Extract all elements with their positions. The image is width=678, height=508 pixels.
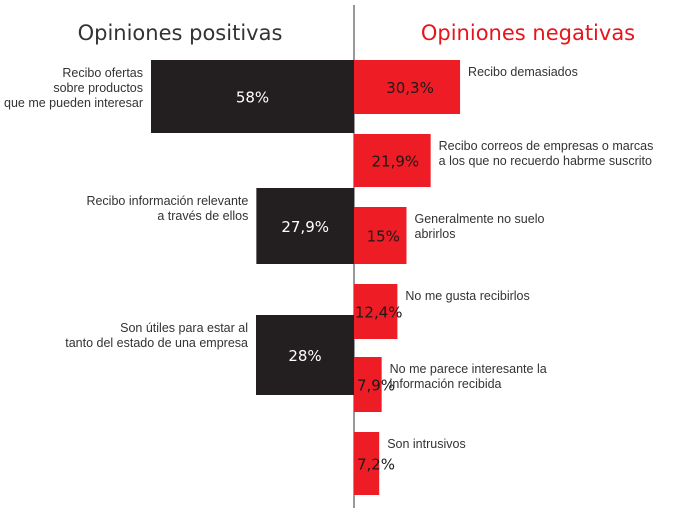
negative-bar-label: Recibo correos de empresas o marcas a los… <box>439 139 654 168</box>
negative-bar-label-line: No me parece interesante la <box>390 362 547 376</box>
positive-bar-label: Recibo ofertas sobre productos que me pued… <box>4 66 143 110</box>
negative-bar <box>354 284 398 339</box>
positive-bar-label-line: que me pueden interesar <box>4 96 143 110</box>
negative-bar-value: 12,4% <box>355 304 403 322</box>
positive-bar <box>256 315 354 395</box>
negative-bar-label-line: Son intrusivos <box>387 437 466 451</box>
negative-bar <box>354 432 380 495</box>
positive-bar-label-line: sobre productos <box>53 81 143 95</box>
negative-bar-label: No me parece interesante la información r… <box>390 362 547 391</box>
negative-bar-label: Generalmente no suelo abrirlos <box>415 212 545 241</box>
negative-bar-value: 7,9% <box>357 377 395 395</box>
positive-title: Opiniones positivas <box>78 21 283 45</box>
negative-bar <box>354 357 382 412</box>
positive-bar-label-line: tanto del estado de una empresa <box>65 336 248 350</box>
negative-bar <box>354 60 461 114</box>
positive-bar <box>151 60 354 133</box>
negative-bar <box>354 207 407 264</box>
negative-bar-label-line: Recibo demasiados <box>468 65 578 79</box>
negative-bar-label: Recibo demasiados <box>468 65 578 79</box>
positive-bar-label-line: Son útiles para estar al <box>120 321 248 335</box>
negative-bar-value: 30,3% <box>386 79 434 97</box>
negative-bar-value: 21,9% <box>371 153 419 171</box>
negative-bar-label-line: Generalmente no suelo <box>415 212 545 226</box>
positive-bar-label-line: Recibo información relevante <box>86 194 248 208</box>
negative-bar-label-line: No me gusta recibirlos <box>405 289 529 303</box>
positive-bar-label-line: a través de ellos <box>157 209 248 223</box>
positive-bar-value: 58% <box>236 89 269 107</box>
negative-bar-label-line: a los que no recuerdo habrme suscrito <box>439 154 652 168</box>
positive-bar-label-line: Recibo ofertas <box>62 66 143 80</box>
negative-bar-label: No me gusta recibirlos <box>405 289 529 303</box>
negative-bar-label-line: información recibida <box>390 377 502 391</box>
positive-bar <box>256 188 354 264</box>
negative-bar-value: 7,2% <box>357 456 395 474</box>
negative-bar-label-line: abrirlos <box>415 227 456 241</box>
positive-bar-label: Son útiles para estar al tanto del estado… <box>65 321 248 350</box>
negative-bar-label: Son intrusivos <box>387 437 466 451</box>
positive-bar-value: 28% <box>288 347 321 365</box>
negative-bar-value: 15% <box>367 228 400 246</box>
positive-bar-label: Recibo información relevante a través de … <box>86 194 248 223</box>
negative-bar <box>354 134 431 187</box>
positive-bar-value: 27,9% <box>281 218 329 236</box>
negative-title: Opiniones negativas <box>421 21 635 45</box>
negative-bar-label-line: Recibo correos de empresas o marcas <box>439 139 654 153</box>
